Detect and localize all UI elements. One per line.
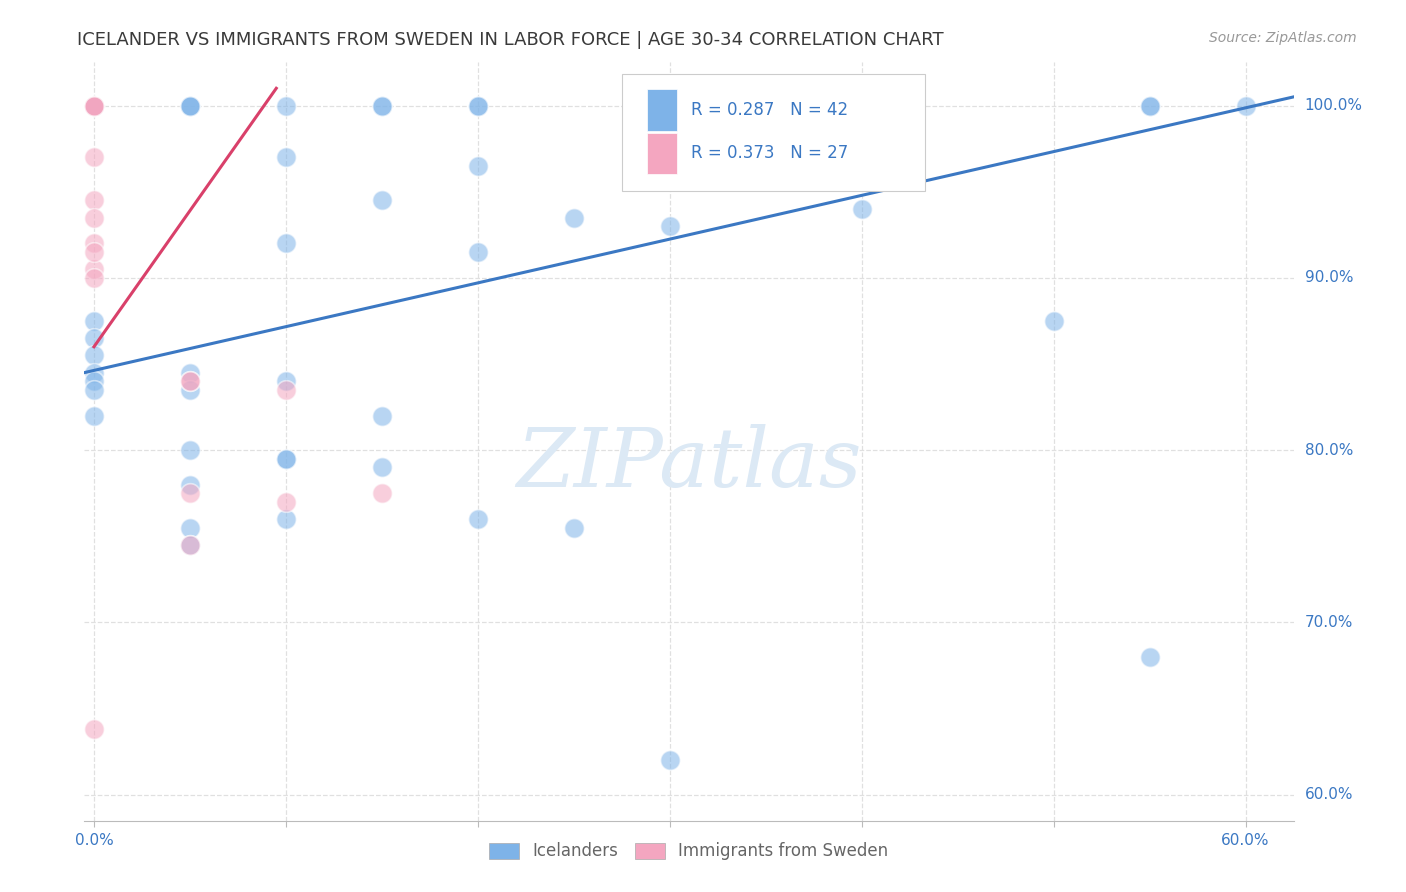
Point bbox=[371, 98, 394, 112]
Point bbox=[83, 314, 105, 328]
Point bbox=[83, 98, 105, 112]
Point bbox=[1139, 98, 1161, 112]
Point bbox=[371, 460, 394, 475]
Point bbox=[562, 521, 585, 535]
Point bbox=[851, 202, 873, 216]
Point bbox=[274, 451, 297, 466]
Point bbox=[274, 383, 297, 397]
Point bbox=[83, 374, 105, 388]
Point bbox=[371, 486, 394, 500]
Point bbox=[83, 383, 105, 397]
FancyBboxPatch shape bbox=[647, 89, 676, 131]
Point bbox=[1234, 98, 1257, 112]
Point bbox=[179, 538, 201, 552]
Point bbox=[274, 236, 297, 251]
Point bbox=[83, 211, 105, 225]
Point bbox=[179, 98, 201, 112]
Text: R = 0.287   N = 42: R = 0.287 N = 42 bbox=[692, 101, 848, 120]
Point bbox=[274, 451, 297, 466]
Point bbox=[83, 98, 105, 112]
Point bbox=[371, 98, 394, 112]
Text: ICELANDER VS IMMIGRANTS FROM SWEDEN IN LABOR FORCE | AGE 30-34 CORRELATION CHART: ICELANDER VS IMMIGRANTS FROM SWEDEN IN L… bbox=[77, 31, 943, 49]
Point bbox=[83, 98, 105, 112]
Point bbox=[1139, 649, 1161, 664]
Point bbox=[1139, 98, 1161, 112]
Point bbox=[83, 150, 105, 164]
Point bbox=[179, 477, 201, 491]
Point bbox=[83, 98, 105, 112]
Point bbox=[467, 98, 489, 112]
Point bbox=[562, 211, 585, 225]
Text: Source: ZipAtlas.com: Source: ZipAtlas.com bbox=[1209, 31, 1357, 45]
Point bbox=[83, 98, 105, 112]
Point bbox=[83, 236, 105, 251]
Point bbox=[83, 348, 105, 362]
Point bbox=[467, 244, 489, 259]
Text: 90.0%: 90.0% bbox=[1305, 270, 1353, 285]
Point bbox=[179, 366, 201, 380]
Point bbox=[274, 374, 297, 388]
FancyBboxPatch shape bbox=[647, 133, 676, 174]
Point bbox=[83, 98, 105, 112]
Point bbox=[83, 331, 105, 345]
Point bbox=[83, 366, 105, 380]
Point bbox=[179, 374, 201, 388]
Point bbox=[83, 98, 105, 112]
Point bbox=[83, 262, 105, 277]
Point bbox=[83, 409, 105, 423]
FancyBboxPatch shape bbox=[623, 74, 925, 191]
Legend: Icelanders, Immigrants from Sweden: Icelanders, Immigrants from Sweden bbox=[482, 836, 896, 867]
Point bbox=[274, 512, 297, 526]
Point bbox=[755, 98, 778, 112]
Point bbox=[83, 194, 105, 208]
Point bbox=[274, 150, 297, 164]
Point bbox=[1042, 314, 1064, 328]
Point bbox=[179, 98, 201, 112]
Point bbox=[83, 98, 105, 112]
Text: R = 0.373   N = 27: R = 0.373 N = 27 bbox=[692, 145, 849, 162]
Text: 70.0%: 70.0% bbox=[1305, 615, 1353, 630]
Point bbox=[179, 486, 201, 500]
Point bbox=[83, 270, 105, 285]
Point bbox=[371, 194, 394, 208]
Point bbox=[274, 98, 297, 112]
Point bbox=[467, 512, 489, 526]
Point bbox=[179, 374, 201, 388]
Point bbox=[83, 98, 105, 112]
Text: 100.0%: 100.0% bbox=[1305, 98, 1362, 113]
Point bbox=[371, 409, 394, 423]
Point bbox=[274, 495, 297, 509]
Text: 80.0%: 80.0% bbox=[1305, 442, 1353, 458]
Point bbox=[179, 521, 201, 535]
Point bbox=[83, 723, 105, 737]
Point bbox=[179, 98, 201, 112]
Text: 60.0%: 60.0% bbox=[1305, 788, 1353, 802]
Point bbox=[658, 219, 681, 234]
Point bbox=[83, 98, 105, 112]
Point bbox=[83, 98, 105, 112]
Point bbox=[467, 98, 489, 112]
Point bbox=[179, 443, 201, 458]
Point bbox=[658, 753, 681, 767]
Point bbox=[179, 383, 201, 397]
Point bbox=[179, 538, 201, 552]
Point bbox=[83, 244, 105, 259]
Text: ZIPatlas: ZIPatlas bbox=[516, 425, 862, 504]
Point bbox=[83, 98, 105, 112]
Point bbox=[467, 159, 489, 173]
